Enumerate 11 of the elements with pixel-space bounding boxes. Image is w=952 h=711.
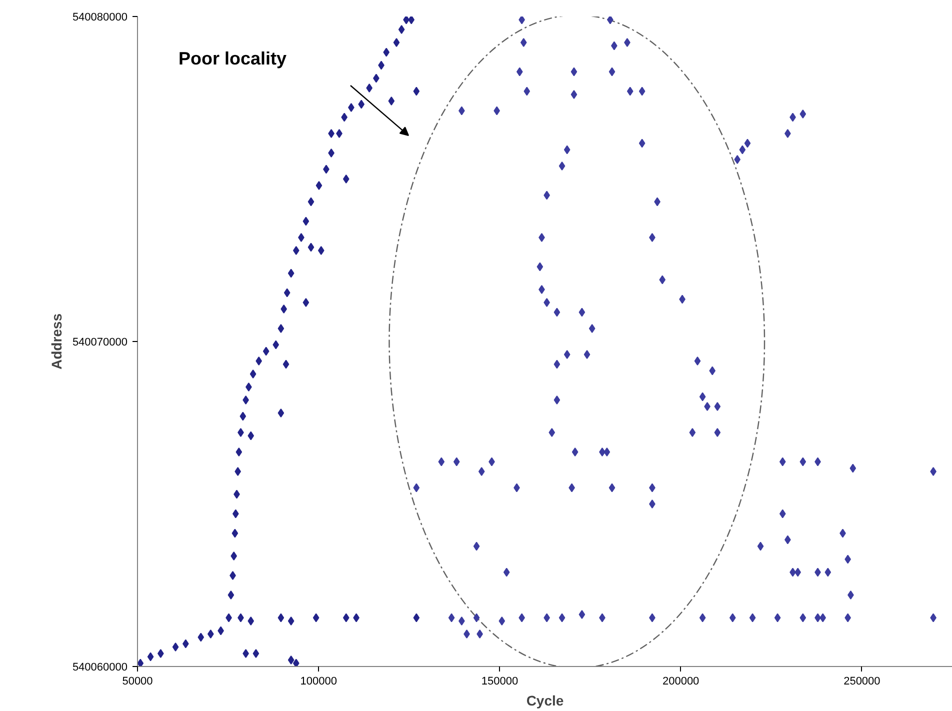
y-tick-label: 540070000 [72, 336, 128, 348]
x-tick-label: 200000 [662, 676, 700, 688]
y-tick-label: 540060000 [72, 662, 128, 674]
y-tick-label: 540080000 [72, 12, 128, 24]
x-tick-label: 250000 [844, 676, 880, 688]
x-tick-label: 100000 [300, 676, 337, 688]
y-axis-title: Address [48, 313, 64, 370]
x-axis-title: Cycle [526, 692, 564, 708]
annotation: Poor locality [178, 48, 287, 68]
x-tick-label: 150000 [481, 676, 518, 688]
x-tick-label: 50000 [122, 676, 153, 688]
